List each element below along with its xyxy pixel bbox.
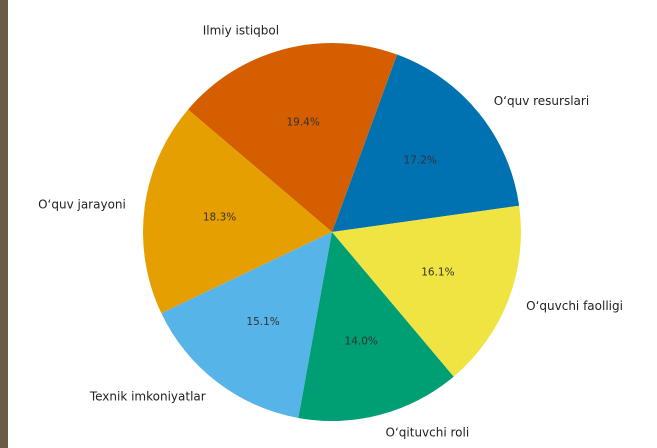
percent-label: 16.1% — [421, 267, 454, 279]
slice-label: O‘quv resurslari — [494, 94, 589, 108]
percent-label: 15.1% — [246, 316, 279, 328]
pie-slice — [298, 232, 454, 422]
slice-label: O‘quv jarayoni — [38, 197, 126, 211]
slice-label: Texnik imkoniyatlar — [89, 390, 206, 404]
percent-label: 18.3% — [203, 211, 236, 223]
slice-label: Ilmiy istiqbol — [203, 23, 279, 37]
pie-slice — [161, 232, 332, 418]
percent-label: 14.0% — [345, 336, 378, 348]
pie-slice — [332, 54, 520, 232]
pie-slice — [332, 205, 521, 377]
pie-slice — [188, 43, 398, 232]
photo-edge — [0, 0, 8, 448]
percent-label: 19.4% — [286, 116, 319, 128]
slice-label: O‘quvchi faolligi — [526, 299, 623, 313]
percent-label: 17.2% — [404, 155, 437, 167]
pie-slice — [143, 109, 332, 314]
slice-label: O‘qituvchi roli — [386, 425, 470, 439]
